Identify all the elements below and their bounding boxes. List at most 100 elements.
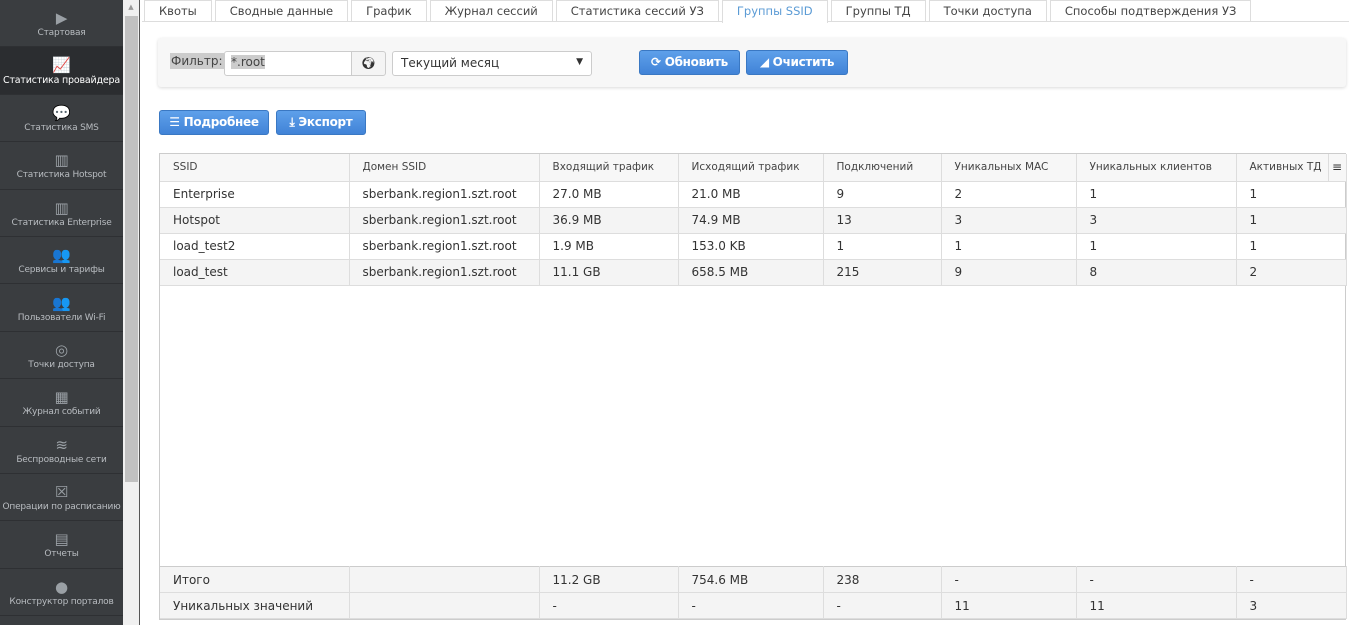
tab[interactable]: График [351,0,427,21]
sidebar-icon: 💬 [52,103,71,122]
column-header[interactable]: Входящий трафик [539,154,679,182]
filter-value: *.root [231,55,265,69]
table-cell: Enterprise [160,181,350,208]
sidebar-item-label: Беспроводные сети [16,454,107,465]
export-label: Экспорт [298,115,353,129]
sidebar-icon: ☒ [54,483,69,502]
sidebar-item-label: Статистика SMS [24,122,99,133]
footer-cell: Итого [160,566,350,593]
sidebar-item-label: Статистика Hotspot [16,170,107,181]
tab[interactable]: Группы ТД [830,0,926,21]
sidebar-item[interactable]: 👥 Сервисы и тарифы [0,237,123,285]
sidebar-icon: ▥ [54,151,69,170]
sidebar-item-label: Точки доступа [28,359,95,370]
sidebar-icon: 📈 [52,56,71,75]
column-header[interactable]: Исходящий трафик [678,154,824,182]
footer-cell: - [1076,566,1237,593]
table-row[interactable]: load_test sberbank.region1.szt.root 11.1 G… [160,259,1347,286]
footer-row: Уникальных значений - - -11 11 3 [160,592,1347,619]
eraser-icon: ◢ [759,55,773,69]
sidebar-item[interactable]: ▥ Статистика Hotspot [0,142,123,190]
sidebar-item[interactable]: ▶ Стартовая [0,0,123,48]
list-icon: ☰ [169,115,184,129]
table-cell: 3 [941,207,1077,234]
tab[interactable]: Группы SSID [721,0,828,23]
sidebar-item[interactable]: 📈 Статистика провайдера [0,47,123,95]
globe-icon[interactable]: 🌍︎ [351,51,386,76]
clear-button[interactable]: ◢ Очистить [746,50,848,75]
footer-cell: - [941,566,1077,593]
sidebar-icon: ▥ [54,198,69,217]
table-cell: 27.0 MB [539,181,679,208]
sidebar-item[interactable]: 👥 Пользователи Wi-Fi [0,284,123,332]
scroll-thumb[interactable] [125,16,138,482]
table-cell: 1 [823,233,942,260]
table-cell: 13 [823,207,942,234]
sidebar-item-label: Сервисы и тарифы [18,265,105,276]
table-cell: load_test [160,259,350,286]
filter-label: Фильтр: [170,53,224,69]
sidebar-item-label: Стартовая [37,28,86,39]
sidebar-item[interactable]: 💬 Статистика SMS [0,95,123,143]
footer-cell [349,566,540,593]
tab[interactable]: Статистика сессий УЗ [555,0,719,21]
table-cell: 9 [823,181,942,208]
table-row[interactable]: Enterprise sberbank.region1.szt.root 27.0 … [160,181,1347,208]
column-header[interactable]: Уникальных клиентов [1076,154,1237,182]
footer-cell: - [678,592,824,619]
filter-input[interactable]: *.root [224,51,352,76]
table-cell: 1.9 MB [539,233,679,260]
table-row[interactable]: load_test2 sberbank.region1.szt.root 1.9 M… [160,233,1347,260]
sidebar-item[interactable]: ● Конструктор порталов [0,569,123,617]
refresh-button[interactable]: ⟳ Обновить [639,50,740,75]
details-button[interactable]: ☰ Подробнее [159,110,269,135]
table-cell: 36.9 MB [539,207,679,234]
column-header[interactable]: Домен SSID [349,154,540,182]
sidebar-icon: ▤ [54,530,69,549]
sidebar-icon: ◎ [55,340,68,359]
footer-cell: - [1236,566,1347,593]
table-cell: 1 [1236,233,1347,260]
sidebar-icon: ≋ [55,435,68,454]
sidebar-icon: 👥 [52,246,71,265]
tab[interactable]: Сводные данные [214,0,349,21]
column-menu-icon[interactable]: ≡ [1328,154,1345,181]
footer-cell: 11.2 GB [539,566,679,593]
table-cell: 1 [1076,181,1237,208]
footer-cell: - [539,592,679,619]
table-cell: 153.0 KB [678,233,824,260]
table-cell: 3 [1076,207,1237,234]
tab[interactable]: Квоты [144,0,212,21]
sidebar-item[interactable]: ▥ Статистика Enterprise [0,190,123,237]
sidebar-icon: ● [55,577,68,596]
column-header[interactable]: SSID [160,154,350,182]
table-row[interactable]: Hotspot sberbank.region1.szt.root 36.9 MB 7… [160,207,1347,234]
sidebar-scrollbar[interactable]: ▲ [123,0,140,625]
sidebar-item[interactable]: ☒ Операции по расписанию [0,474,123,522]
sidebar-item-label: Конструктор порталов [9,596,114,607]
refresh-icon: ⟳ [651,55,665,69]
sidebar-item[interactable]: ▤ Отчеты [0,521,123,569]
filter-panel: Фильтр: *.root 🌍︎ Текущий месяц ▼ ⟳ Обнов… [158,38,1346,87]
column-header[interactable]: Подключений [823,154,942,182]
dropdown-arrow-icon: ▼ [576,57,583,67]
sidebar-icon: ▶ [55,9,68,28]
sidebar-item-label: Статистика провайдера [3,75,120,87]
sidebar-item-label: Пользователи Wi-Fi [17,312,106,323]
table-cell: 1 [941,233,1077,260]
tab[interactable]: Журнал сессий [429,0,553,21]
table-cell: 21.0 MB [678,181,824,208]
tab[interactable]: Точки доступа [928,0,1047,21]
period-select[interactable]: Текущий месяц ▼ [392,51,592,76]
column-header[interactable]: Уникальных MAC [941,154,1077,182]
table-cell: 215 [823,259,942,286]
sidebar-item[interactable]: ▦ Журнал событий [0,379,123,427]
sidebar-item[interactable]: ≋ Беспроводные сети [0,427,123,474]
sidebar-item[interactable]: ◎ Точки доступа [0,332,123,380]
table-cell: sberbank.region1.szt.root [349,259,540,286]
footer-cell: 3 [1236,592,1347,619]
export-button[interactable]: ⤓ Экспорт [276,110,366,135]
scroll-up-arrow[interactable]: ▲ [128,3,134,11]
tab[interactable]: Способы подтверждения УЗ [1049,0,1252,21]
table-cell: 1 [1236,181,1347,208]
